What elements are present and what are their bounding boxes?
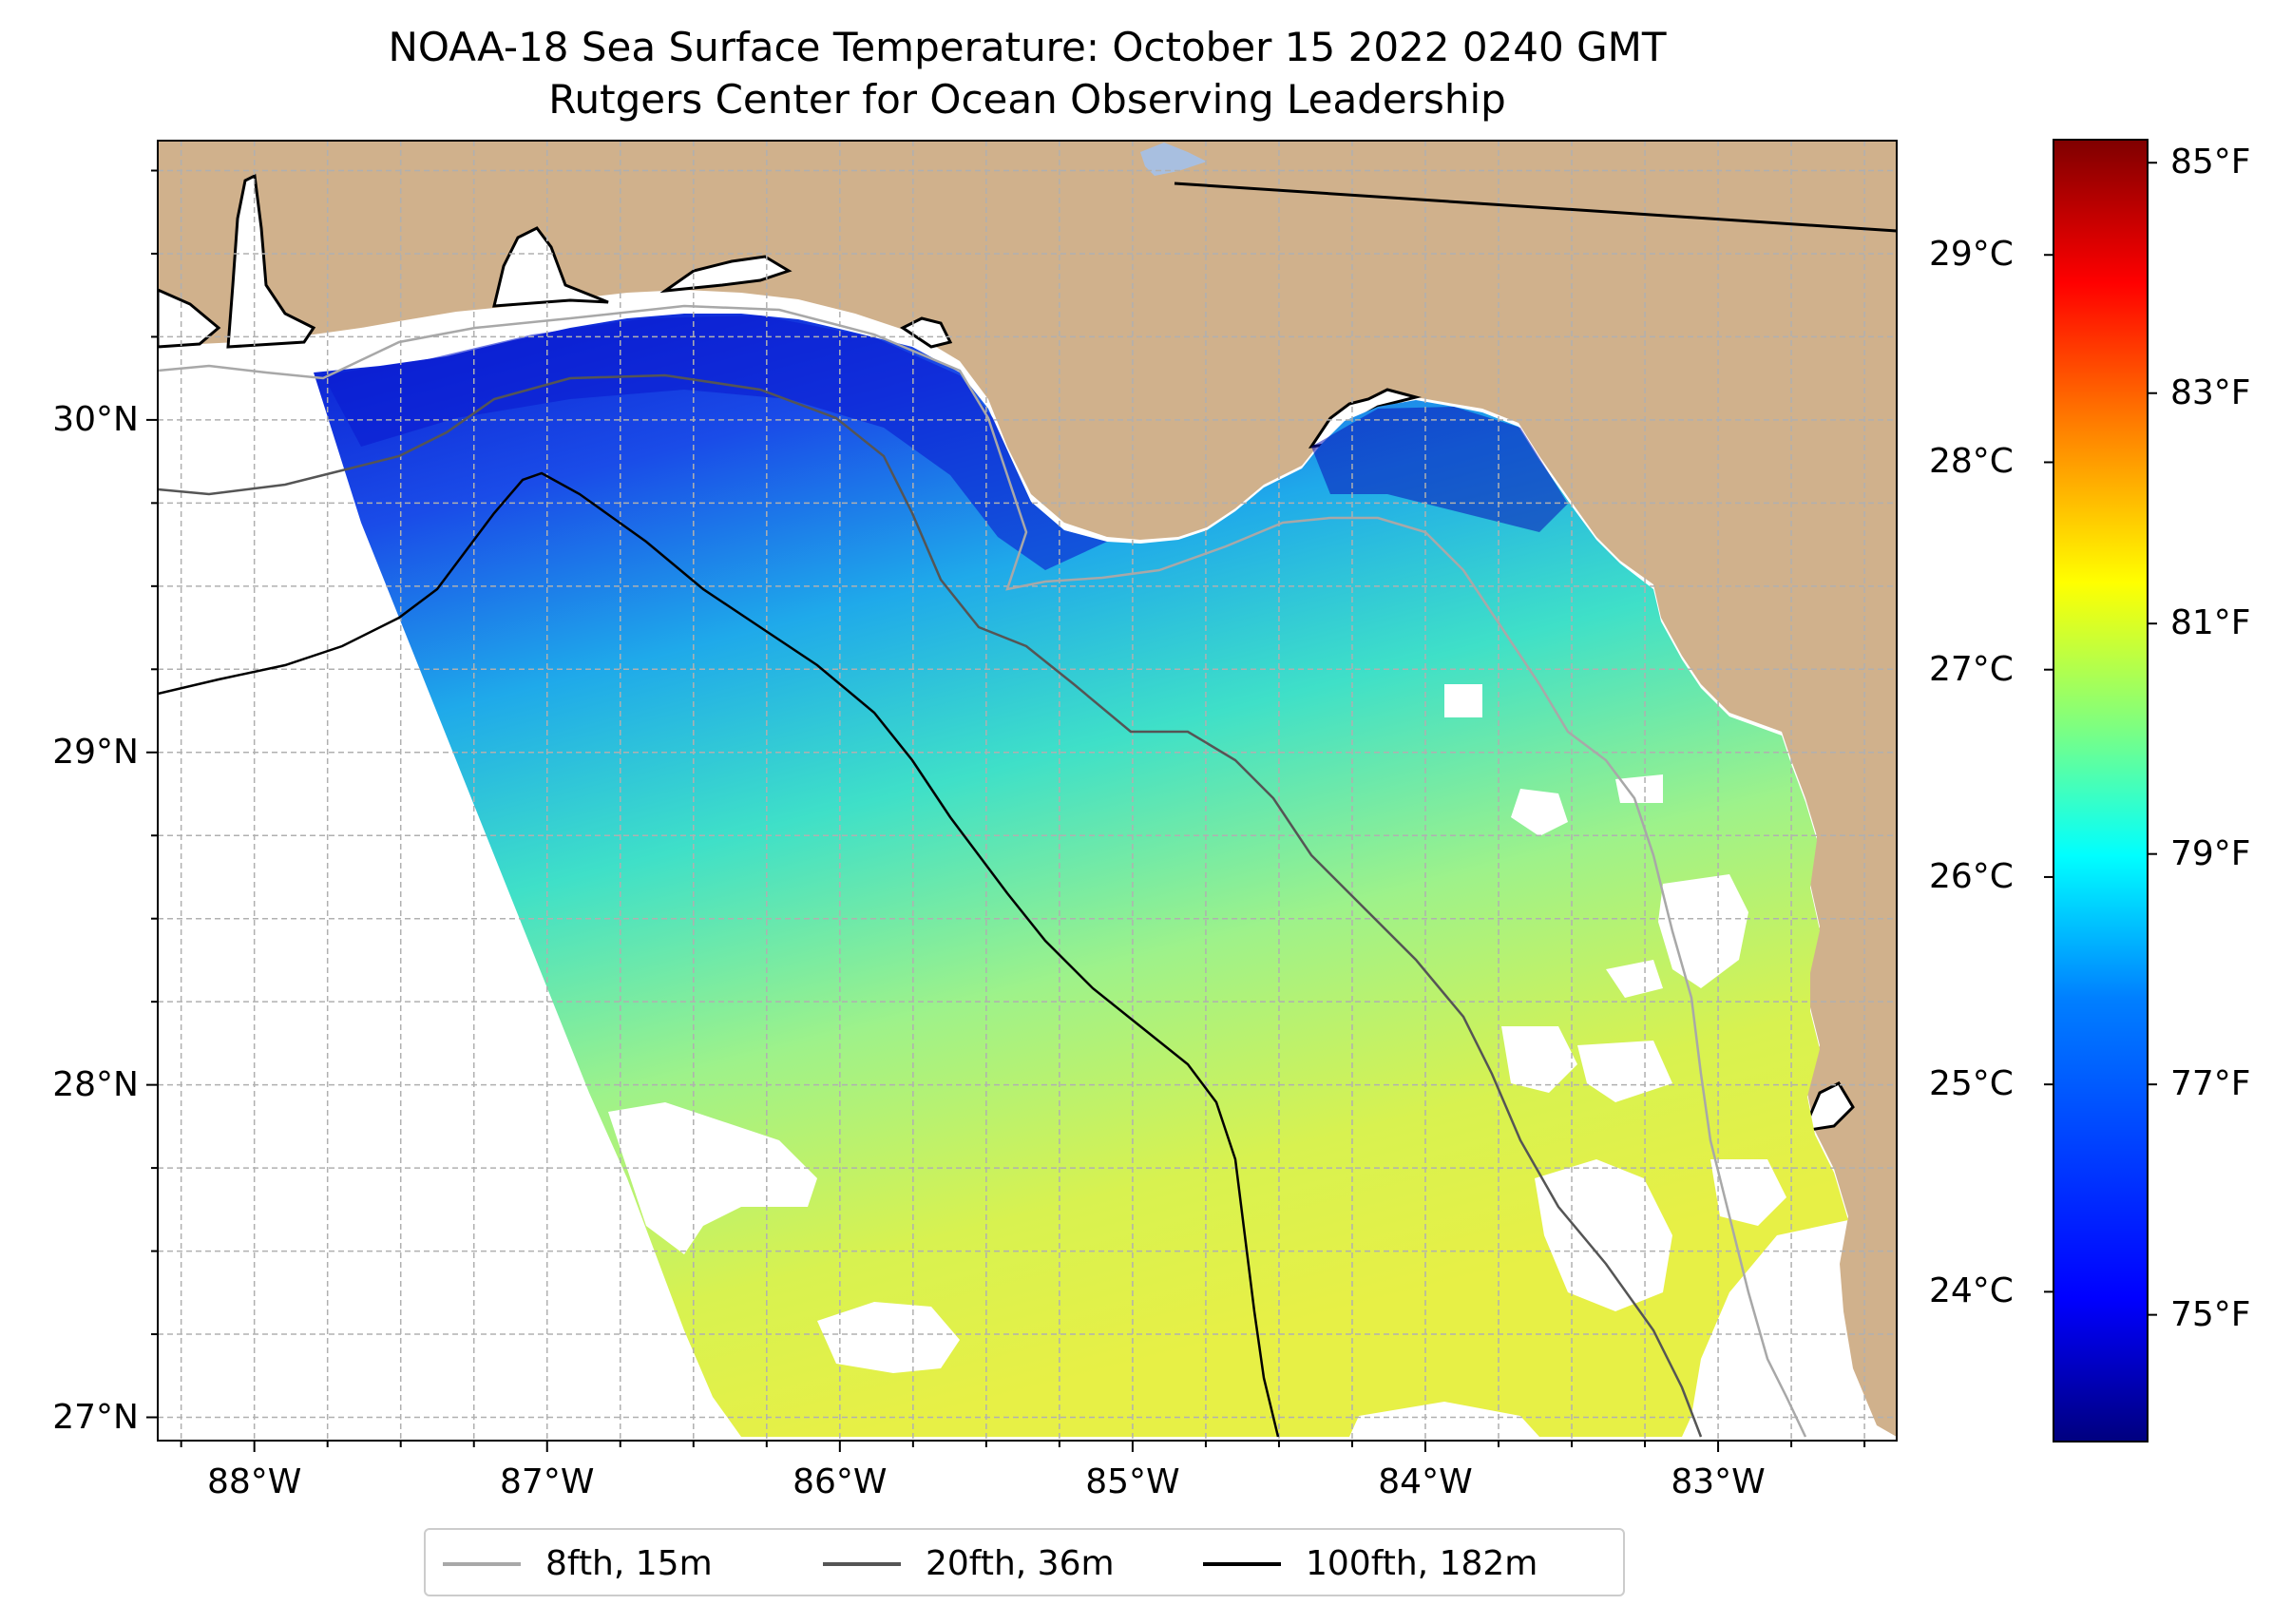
lon-tick-label: 84°W (1378, 1462, 1473, 1501)
legend-swatch-20fth (823, 1562, 901, 1566)
legend-swatch-8fth (443, 1562, 521, 1566)
contour-8fth (158, 304, 1807, 1438)
contour-20fth (158, 373, 1703, 1438)
chart-title: NOAA-18 Sea Surface Temperature: October… (388, 24, 1667, 70)
map-frame (157, 140, 1898, 1442)
lon-tick-label: 86°W (793, 1462, 888, 1501)
colorbar-ticks (2044, 162, 2157, 1316)
lat-tick-label: 28°N (52, 1064, 139, 1104)
contour-legend: 8fth, 15m 20fth, 36m 100fth, 182m (424, 1528, 1625, 1596)
celsius-tick-label: 24°C (1929, 1271, 2014, 1311)
lon-tick-label: 85°W (1085, 1462, 1180, 1501)
legend-label: 20fth, 36m (926, 1544, 1115, 1583)
fahrenheit-tick-label: 85°F (2170, 143, 2251, 182)
lake (1140, 143, 1207, 176)
fahrenheit-tick-label: 75°F (2170, 1294, 2251, 1334)
bay-notch (226, 173, 316, 349)
celsius-tick-label: 25°C (1929, 1064, 2014, 1104)
lon-tick-label: 88°W (206, 1462, 302, 1501)
sst-cold-band (1311, 407, 1568, 532)
fahrenheit-tick-label: 83°F (2170, 373, 2251, 412)
land-mass (158, 141, 1897, 1437)
map-ticks (146, 169, 1866, 1452)
lat-tick-label: 29°N (52, 732, 139, 772)
bay-notch (492, 226, 609, 308)
colorbar (2053, 139, 2149, 1442)
legend-entry-8fth: 8fth, 15m (443, 1543, 713, 1585)
legend-entry-100fth: 100fth, 182m (1203, 1543, 1538, 1585)
lon-tick-label: 87°W (500, 1462, 595, 1501)
bay-notch (1801, 1081, 1855, 1133)
bay-notch (158, 288, 221, 349)
state-border-line (1174, 182, 1897, 233)
legend-label: 100fth, 182m (1306, 1544, 1538, 1583)
contour-100fth (158, 471, 1280, 1438)
bay-notch (900, 316, 953, 349)
lat-tick-label: 27°N (52, 1397, 139, 1437)
chart-subtitle: Rutgers Center for Ocean Observing Leade… (548, 76, 1506, 123)
legend-entry-20fth: 20fth, 36m (823, 1543, 1115, 1585)
lat-tick-label: 30°N (52, 399, 139, 439)
legend-swatch-100fth (1203, 1562, 1281, 1566)
fahrenheit-tick-label: 77°F (2170, 1064, 2251, 1104)
sst-cold-band (323, 315, 1107, 570)
celsius-tick-label: 27°C (1929, 649, 2014, 689)
celsius-tick-label: 28°C (1929, 442, 2014, 482)
bay-notch (659, 255, 793, 294)
celsius-tick-label: 29°C (1929, 235, 2014, 275)
legend-label: 8fth, 15m (545, 1544, 713, 1583)
cloud-gaps (608, 684, 1786, 1437)
fahrenheit-tick-label: 79°F (2170, 833, 2251, 873)
celsius-tick-label: 26°C (1929, 856, 2014, 896)
fahrenheit-tick-label: 81°F (2170, 603, 2251, 643)
lon-tick-label: 83°W (1671, 1462, 1766, 1501)
